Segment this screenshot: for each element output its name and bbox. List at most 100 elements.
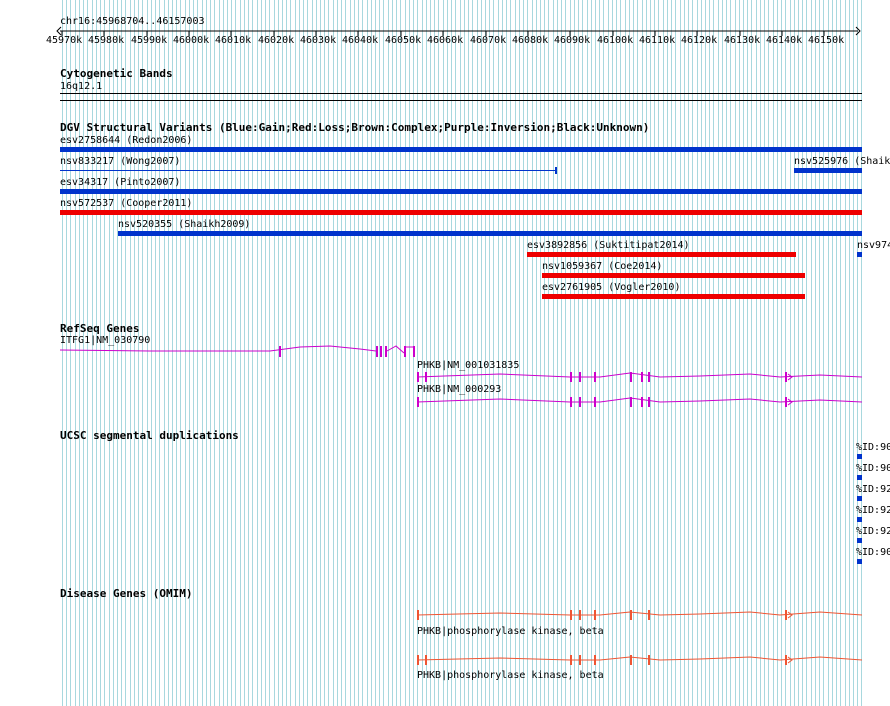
grid-line [354,0,355,706]
omim-gene-label[interactable]: PHKB|phosphorylase kinase, beta [417,626,604,637]
grid-line [587,0,588,706]
variant-bar[interactable] [542,273,805,278]
gene-model-itfg1[interactable] [0,342,890,362]
segdup-label[interactable]: %ID:92 [856,526,890,537]
segdup-bar[interactable] [857,454,862,459]
grid-line [290,0,291,706]
variant-bar[interactable] [60,189,862,194]
grid-line [625,0,626,706]
gene-model-phkb-2[interactable] [0,394,890,410]
variant-bar[interactable] [60,210,862,215]
grid-line [578,0,579,706]
grid-line [383,0,384,706]
grid-line [371,0,372,706]
grid-line [692,0,693,706]
grid-line [70,0,71,706]
grid-line [815,0,816,706]
variant-bar[interactable] [794,168,862,173]
gene-model-phkb-1[interactable] [0,369,890,385]
grid-line [794,0,795,706]
variant-label[interactable]: nsv974 [857,240,890,251]
grid-line [121,0,122,706]
track-title-dgv: DGV Structural Variants (Blue:Gain;Red:L… [60,121,650,134]
variant-label[interactable]: nsv1059367 (Coe2014) [542,261,663,272]
grid-line [485,0,486,706]
grid-line [197,0,198,706]
grid-line [231,0,232,706]
grid-line [214,0,215,706]
ruler-tick-label: 46140k [766,35,803,46]
grid-line [468,0,469,706]
scroll-right-arrow-icon [855,26,861,36]
grid-line [87,0,88,706]
variant-bar[interactable] [118,231,862,236]
grid-line [705,0,706,706]
variant-label[interactable]: nsv833217 (Wong2007) [60,156,181,167]
segdup-label[interactable]: %ID:90 [856,442,890,453]
segdup-label[interactable]: %ID:90 [856,547,890,558]
grid-line [62,0,63,706]
variant-bar[interactable] [60,170,556,171]
grid-line [697,0,698,706]
variant-bar[interactable] [60,147,862,152]
grid-line [527,0,528,706]
variant-bar[interactable] [857,252,862,257]
grid-line [210,0,211,706]
variant-label[interactable]: nsv520355 (Shaikh2009) [118,219,251,230]
grid-line [252,0,253,706]
variant-label[interactable]: esv34317 (Pinto2007) [60,177,181,188]
segdup-label[interactable]: %ID:92 [856,505,890,516]
grid-line [100,0,101,706]
ruler-tick-label: 46090k [554,35,591,46]
variant-bar[interactable] [527,252,796,257]
ruler-axis[interactable] [0,25,890,39]
grid-line [455,0,456,706]
grid-line [134,0,135,706]
grid-line [722,0,723,706]
segdup-bar[interactable] [857,496,862,501]
omim-gene-model-1[interactable] [0,607,890,623]
grid-line [223,0,224,706]
segdup-label[interactable]: %ID:90 [856,463,890,474]
grid-line [240,0,241,706]
grid-line [337,0,338,706]
variant-label[interactable]: esv2758644 (Redon2006) [60,135,193,146]
grid-line [845,0,846,706]
segdup-bar[interactable] [857,559,862,564]
grid-line [185,0,186,706]
grid-line [66,0,67,706]
variant-label[interactable]: nsv572537 (Cooper2011) [60,198,193,209]
grid-line [557,0,558,706]
grid-line [138,0,139,706]
grid-line [510,0,511,706]
grid-line [324,0,325,706]
grid-line [536,0,537,706]
grid-line [785,0,786,706]
grid-line [109,0,110,706]
variant-label[interactable]: esv2761905 (Vogler2010) [542,282,681,293]
segdup-bar[interactable] [857,517,862,522]
variant-label[interactable]: nsv525976 (Shaik [794,156,890,167]
variant-bar[interactable] [542,294,805,299]
gene-label[interactable]: ITFG1|NM_030790 [60,335,151,346]
grid-line [176,0,177,706]
segdup-bar[interactable] [857,475,862,480]
grid-line [819,0,820,706]
omim-gene-label[interactable]: PHKB|phosphorylase kinase, beta [417,670,604,681]
grid-line [836,0,837,706]
grid-line [574,0,575,706]
gene-label[interactable]: PHKB|NM_000293 [417,384,502,395]
segdup-label[interactable]: %ID:92 [856,484,890,495]
grid-line [654,0,655,706]
grid-line [328,0,329,706]
omim-gene-model-2[interactable] [0,652,890,668]
grid-line [811,0,812,706]
grid-line [730,0,731,706]
ruler-tick-label: 46080k [512,35,549,46]
gene-label[interactable]: PHKB|NM_001031835 [417,360,520,371]
variant-label[interactable]: esv3892856 (Suktitipat2014) [527,240,690,251]
grid-line [358,0,359,706]
grid-line [409,0,410,706]
ruler-tick-label: 46070k [470,35,507,46]
segdup-bar[interactable] [857,538,862,543]
